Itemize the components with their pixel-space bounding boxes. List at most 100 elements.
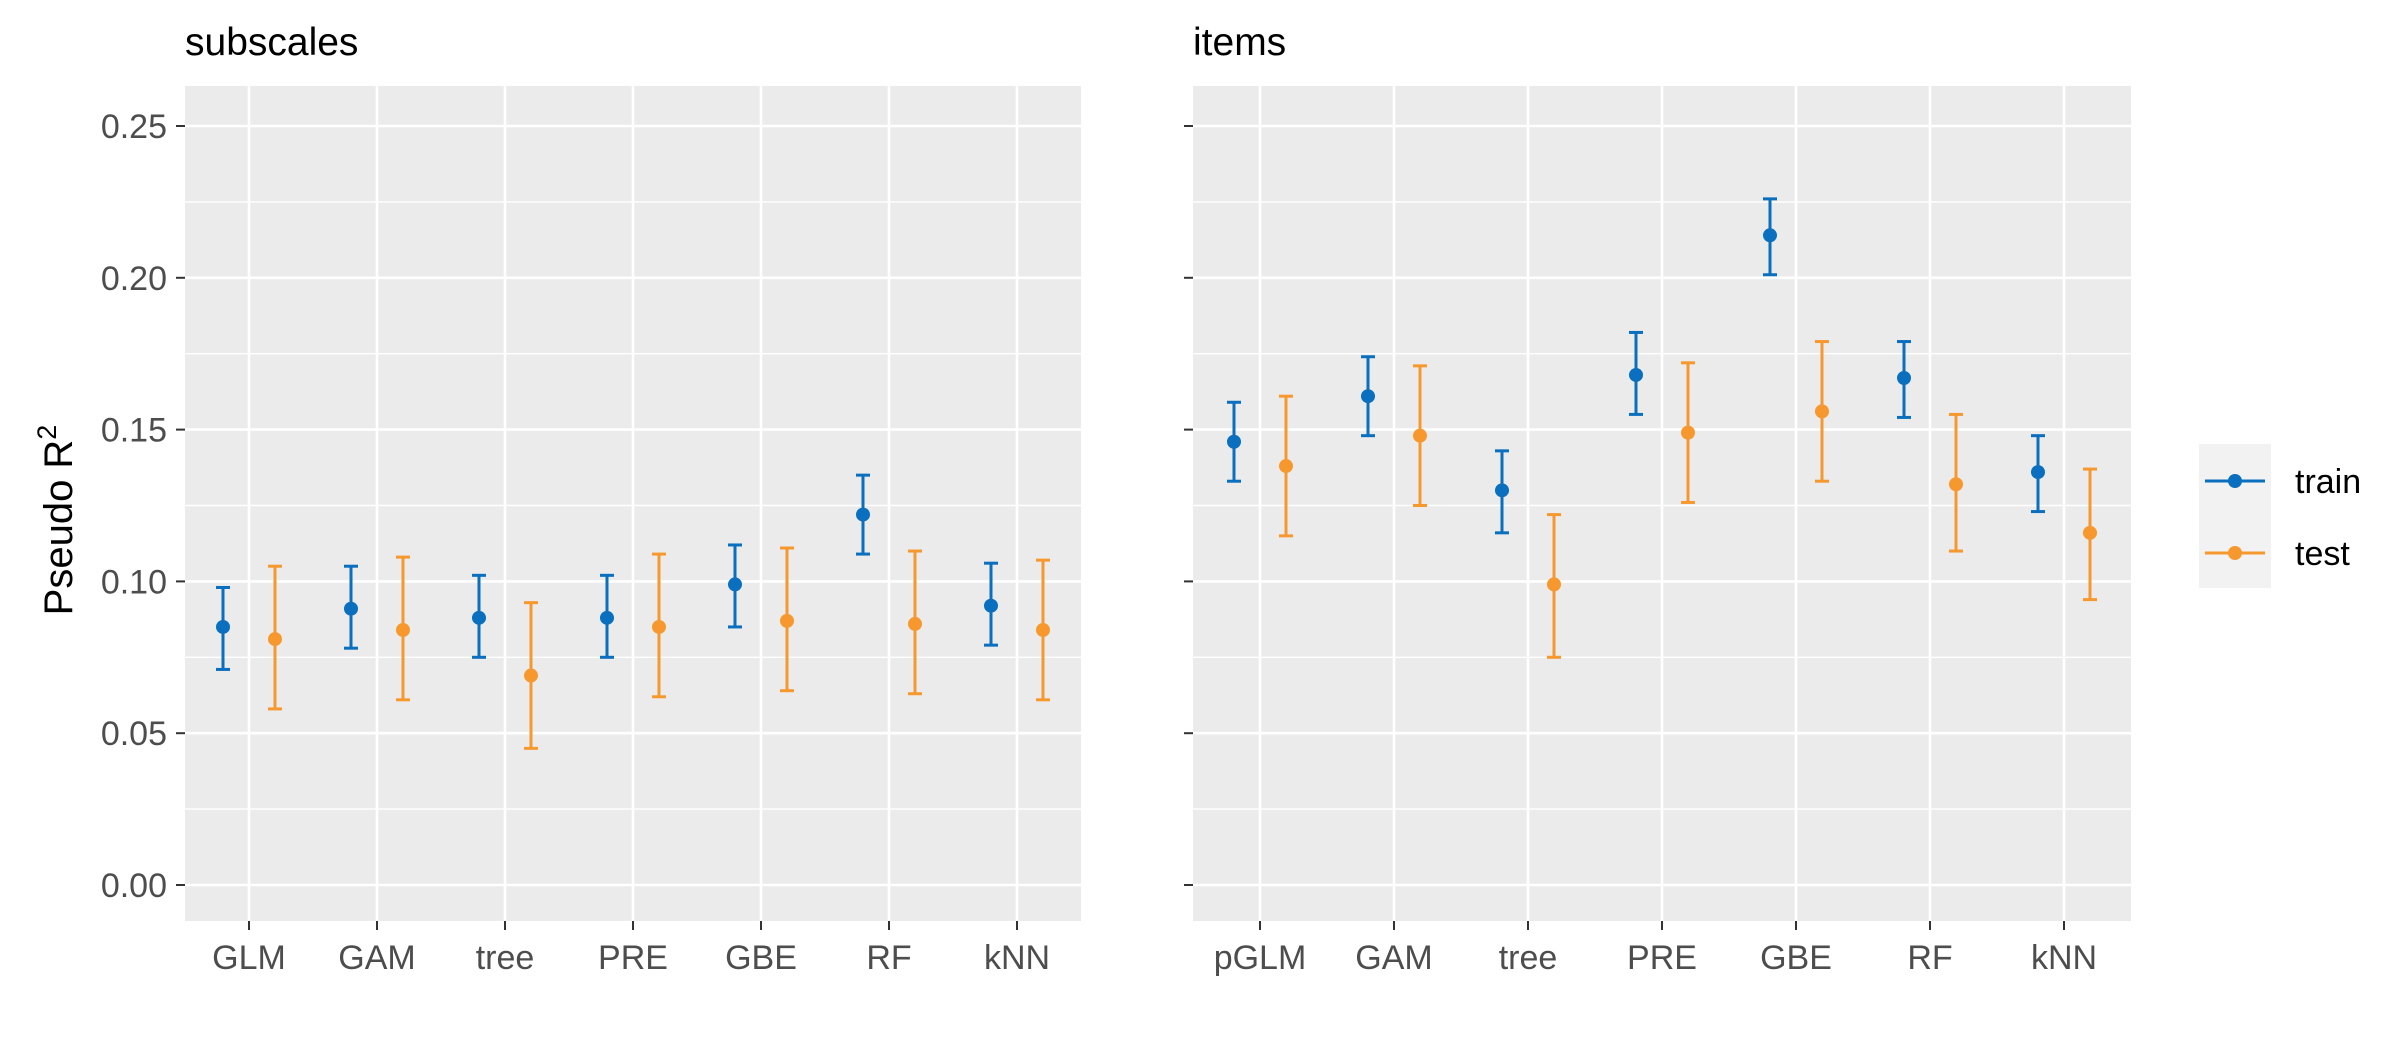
data-point-train [1629, 367, 1643, 382]
x-tick-label: tree [476, 939, 535, 977]
data-point-train [1361, 389, 1375, 404]
errorbar-train [1361, 355, 1375, 438]
data-point-train [216, 619, 230, 634]
gridlines-items [1193, 86, 2131, 921]
data-point-train [728, 577, 742, 592]
errorbar-test [2083, 467, 2097, 602]
x-tick-label: GBE [725, 939, 797, 977]
y-axis-title: Pseudo R2 [32, 425, 81, 616]
y-axis-subscales: 0.00 0.05 0.10 0.15 0.20 0.25 [101, 108, 185, 905]
errorbar-test [268, 564, 282, 711]
data-point-train [2031, 465, 2045, 480]
errorbar-test [396, 555, 410, 702]
errorbar-test [780, 546, 794, 693]
y-axis-title-superscript: 2 [32, 425, 62, 440]
data-point-test [524, 668, 538, 683]
x-axis-items: pGLM GAM tree PRE GBE RF kNN [1214, 921, 2097, 977]
data-point-train [344, 601, 358, 616]
errorbar-test [1547, 513, 1561, 659]
legend: train test [2199, 444, 2361, 588]
data-point-train [1227, 434, 1241, 449]
data-point-test [2083, 525, 2097, 540]
data-point-train [600, 610, 614, 625]
data-point-train [984, 598, 998, 613]
errorbar-train [1227, 400, 1241, 483]
errorbar-test [1413, 364, 1427, 507]
data-point-test [780, 613, 794, 628]
legend-item-train: train [2205, 463, 2361, 501]
errorbar-train [1897, 340, 1911, 419]
legend-key-point-train [2228, 474, 2242, 488]
legend-label-train: train [2295, 463, 2361, 501]
data-point-test [1681, 425, 1695, 440]
errorbar-test [524, 601, 538, 750]
errorbar-test [908, 549, 922, 696]
x-tick-label: PRE [598, 939, 668, 977]
gridlines-subscales [185, 86, 1081, 921]
data-point-train [1495, 483, 1509, 498]
x-tick-label: GLM [212, 939, 286, 977]
series-marks-subscales [216, 473, 1050, 750]
legend-key-point-test [2228, 546, 2242, 560]
x-tick-label: GAM [338, 939, 415, 977]
x-tick-label: RF [866, 939, 911, 977]
errorbar-train [216, 585, 230, 671]
data-point-test [652, 619, 666, 634]
x-tick-label: kNN [2031, 939, 2097, 977]
data-point-train [1897, 370, 1911, 385]
data-point-test [908, 616, 922, 631]
errorbar-train [1495, 449, 1509, 535]
legend-item-test: test [2205, 535, 2350, 573]
errorbar-test [1036, 558, 1050, 702]
errorbar-test [1815, 340, 1829, 483]
x-axis-subscales: GLM GAM tree PRE GBE RF kNN [212, 921, 1050, 977]
data-point-test [1413, 428, 1427, 443]
x-tick-label: GBE [1760, 939, 1832, 977]
y-tick-label: 0.25 [101, 108, 167, 146]
panel-subscales: subscales 0.00 0.05 0.10 0.15 0.20 0.25 GLM GA… [101, 21, 1081, 977]
data-point-test [1279, 459, 1293, 474]
data-point-test [1547, 577, 1561, 592]
data-point-test [396, 622, 410, 637]
x-tick-label: RF [1907, 939, 1952, 977]
errorbar-train [728, 543, 742, 629]
y-tick-label: 0.05 [101, 715, 167, 753]
errorbar-train [600, 573, 614, 659]
y-axis-items [1184, 125, 1193, 886]
data-point-test [268, 632, 282, 647]
panel-items: items pGLM GAM tree PRE GBE RF kNN [1184, 21, 2131, 977]
x-tick-label: pGLM [1214, 939, 1307, 977]
errorbar-train [472, 573, 486, 659]
errorbar-train [1629, 330, 1643, 416]
errorbar-train [856, 473, 870, 556]
legend-background [2199, 444, 2271, 588]
data-point-train [1763, 228, 1777, 243]
x-tick-label: kNN [984, 939, 1050, 977]
errorbar-test [1681, 361, 1695, 504]
errorbar-train [344, 564, 358, 650]
legend-label-test: test [2295, 535, 2350, 573]
data-point-train [472, 610, 486, 625]
x-tick-label: PRE [1627, 939, 1697, 977]
y-tick-label: 0.20 [101, 260, 167, 298]
data-point-test [1036, 622, 1050, 637]
x-tick-label: tree [1499, 939, 1558, 977]
errorbar-test [652, 552, 666, 699]
errorbar-test [1949, 412, 1963, 553]
y-tick-label: 0.15 [101, 412, 167, 450]
y-tick-label: 0.10 [101, 563, 167, 601]
data-point-test [1815, 404, 1829, 419]
y-axis-title-text: Pseudo R [37, 440, 81, 616]
data-point-test [1949, 477, 1963, 492]
panel-title-subscales: subscales [185, 21, 358, 64]
data-point-train [856, 507, 870, 522]
y-tick-label: 0.00 [101, 867, 167, 905]
errorbar-test [1279, 394, 1293, 538]
series-marks-items [1227, 197, 2097, 659]
errorbar-train [984, 561, 998, 647]
errorbar-train [2031, 434, 2045, 514]
errorbar-train [1763, 197, 1777, 277]
panel-title-items: items [1193, 21, 1286, 64]
